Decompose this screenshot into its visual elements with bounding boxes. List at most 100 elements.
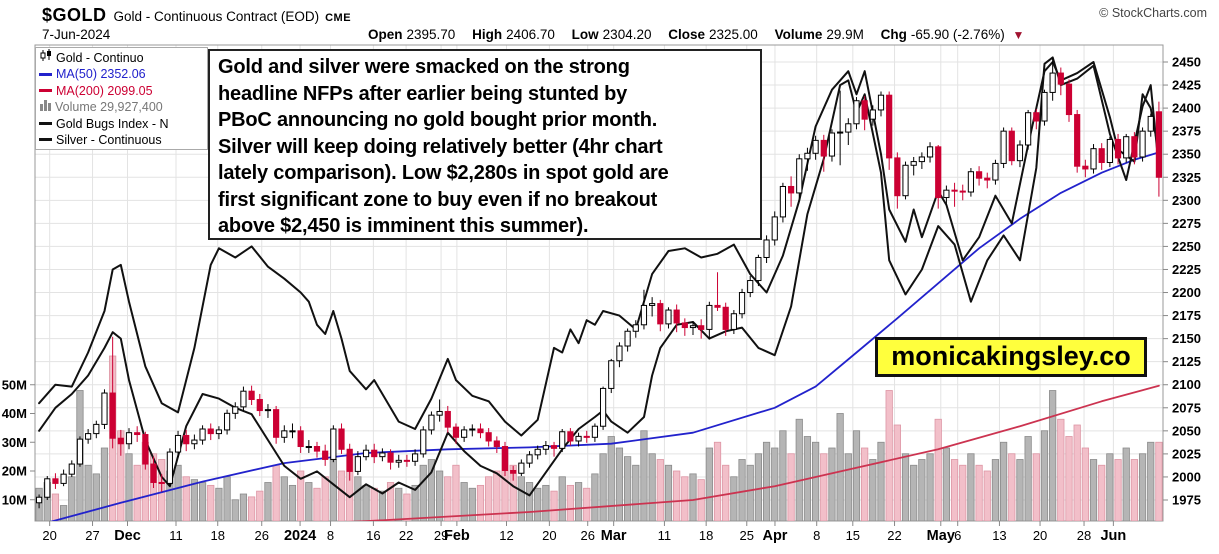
ma50-line-icon: [39, 72, 52, 76]
candles: [35, 58, 1163, 509]
svg-text:20: 20: [542, 528, 556, 543]
svg-text:2375: 2375: [1172, 124, 1201, 139]
svg-text:2000: 2000: [1172, 469, 1201, 484]
gold-bugs-index-line: [38, 61, 1160, 437]
volume-axis: 50M 40M 30M 20M 10M: [2, 377, 35, 507]
chart-legend: Gold - Continuo MA(50) 2352.06 MA(200) 2…: [35, 47, 208, 150]
legend-item-ma200: MA(200) 2099.05: [39, 83, 207, 99]
legend-item-volume: Volume 29,927,400: [39, 99, 207, 115]
svg-text:8: 8: [327, 528, 334, 543]
legend-label: MA(50) 2352.06: [56, 67, 146, 82]
svg-text:Jun: Jun: [1100, 528, 1126, 544]
svg-text:2050: 2050: [1172, 423, 1201, 438]
svg-text:2075: 2075: [1172, 400, 1201, 415]
svg-text:2024: 2024: [284, 528, 316, 544]
svg-text:18: 18: [699, 528, 713, 543]
svg-text:6: 6: [954, 528, 961, 543]
site-badge: monicakingsley.co: [875, 337, 1147, 377]
svg-text:2175: 2175: [1172, 308, 1201, 323]
ma200-line: [348, 384, 1160, 521]
ma50-line: [50, 151, 1160, 521]
svg-text:Dec: Dec: [114, 528, 141, 544]
ma200-line-icon: [39, 88, 52, 92]
svg-text:Apr: Apr: [762, 528, 787, 544]
legend-item-silver: Silver - Continuous: [39, 132, 207, 148]
svg-text:27: 27: [85, 528, 99, 543]
symbol: $GOLD: [42, 5, 107, 25]
svg-text:20: 20: [42, 528, 56, 543]
svg-text:2100: 2100: [1172, 377, 1201, 392]
stockcharts-watermark: © StockCharts.com: [1099, 6, 1207, 20]
svg-text:22: 22: [399, 528, 413, 543]
svg-text:Mar: Mar: [601, 528, 627, 544]
svg-text:8: 8: [813, 528, 820, 543]
exchange-label: CME: [325, 12, 352, 24]
svg-text:20M: 20M: [2, 464, 27, 479]
close-label: Close: [668, 27, 706, 42]
svg-text:2450: 2450: [1172, 55, 1201, 70]
svg-text:10M: 10M: [2, 492, 27, 507]
svg-text:26: 26: [254, 528, 268, 543]
volume-bars: [35, 355, 1163, 521]
svg-text:29: 29: [434, 528, 448, 543]
svg-text:25: 25: [740, 528, 754, 543]
legend-item-ma50: MA(50) 2352.06: [39, 66, 207, 82]
svg-text:15: 15: [846, 528, 860, 543]
svg-text:1975: 1975: [1172, 492, 1201, 507]
legend-label: Volume 29,927,400: [55, 100, 163, 115]
candlestick-icon: [39, 49, 53, 66]
quote-summary: Open 2395.70 High 2406.70 Low 2304.20 Close…: [368, 27, 1024, 42]
legend-item-gold-bugs: Gold Bugs Index - N: [39, 116, 207, 132]
volume-bars-icon: [39, 99, 52, 115]
volume-label: Volume: [774, 27, 823, 42]
open-value: 2395.70: [406, 27, 456, 42]
legend-item-gold: Gold - Continuo: [39, 49, 207, 66]
legend-label: Gold - Continuo: [56, 51, 144, 65]
open-label: Open: [368, 27, 403, 42]
svg-text:26: 26: [580, 528, 594, 543]
svg-text:2025: 2025: [1172, 446, 1201, 461]
svg-text:2425: 2425: [1172, 78, 1201, 93]
svg-text:22: 22: [887, 528, 901, 543]
silver-line: [38, 56, 1160, 499]
svg-text:40M: 40M: [2, 406, 27, 421]
svg-text:2125: 2125: [1172, 354, 1201, 369]
chart-title: Gold - Continuous Contract (EOD): [113, 9, 320, 24]
silver-line-icon: [39, 138, 52, 142]
price-axis: 2450 2425 2400 2375 2350 2325 2300 2275 2250 2225…: [1163, 55, 1201, 507]
close-value: 2325.00: [709, 27, 758, 42]
chart-header: $GOLD Gold - Continuous Contract (EOD) CME: [42, 5, 351, 26]
volume-value: 29.9M: [826, 27, 864, 42]
svg-text:2325: 2325: [1172, 170, 1201, 185]
svg-text:2300: 2300: [1172, 193, 1201, 208]
svg-text:2150: 2150: [1172, 331, 1201, 346]
svg-text:2275: 2275: [1172, 216, 1201, 231]
svg-text:30M: 30M: [2, 435, 27, 450]
legend-label: Silver - Continuous: [56, 132, 162, 147]
svg-text:2350: 2350: [1172, 147, 1201, 162]
high-value: 2406.70: [506, 27, 555, 42]
svg-text:13: 13: [992, 528, 1006, 543]
svg-text:2200: 2200: [1172, 285, 1201, 300]
low-label: Low: [571, 27, 599, 42]
chg-value: -65.90 (-2.76%): [910, 27, 1005, 42]
annotation-box: Gold and silver were smacked on the stro…: [208, 49, 762, 240]
svg-text:18: 18: [211, 528, 225, 543]
svg-text:2250: 2250: [1172, 239, 1201, 254]
svg-text:28: 28: [1077, 528, 1091, 543]
svg-text:11: 11: [658, 528, 672, 543]
down-triangle-icon: ▼: [1012, 28, 1025, 42]
svg-text:2400: 2400: [1172, 101, 1201, 116]
legend-label: Gold Bugs Index - N: [56, 116, 169, 131]
svg-text:50M: 50M: [2, 377, 27, 392]
svg-text:May: May: [927, 528, 955, 544]
svg-text:20: 20: [1033, 528, 1047, 543]
chg-label: Chg: [880, 27, 907, 42]
gold-bugs-line-icon: [39, 121, 52, 125]
svg-text:Feb: Feb: [444, 528, 470, 544]
svg-text:12: 12: [499, 528, 513, 543]
legend-label: MA(200) 2099.05: [56, 83, 153, 98]
svg-text:16: 16: [366, 528, 380, 543]
